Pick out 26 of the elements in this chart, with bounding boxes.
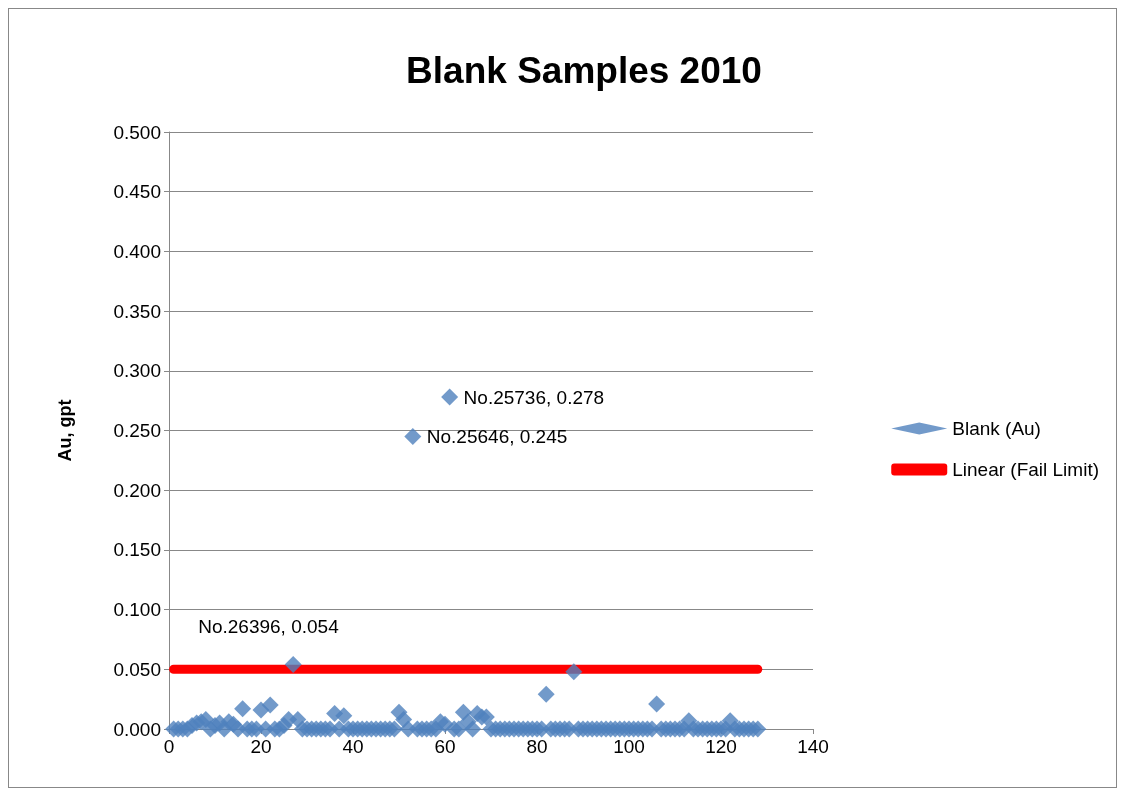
annotation: No.25736, 0.278 bbox=[463, 386, 605, 408]
y-tick-label: 0.400 bbox=[113, 240, 161, 262]
y-tick-label: 0.250 bbox=[113, 420, 161, 441]
annotation: No.26396, 0.054 bbox=[198, 616, 340, 638]
y-tick-label: 0.500 bbox=[113, 121, 161, 143]
chart-title: Blank Samples 2010 bbox=[406, 50, 762, 91]
x-tick-label: 20 bbox=[250, 736, 272, 757]
y-axis-title: Au, gpt bbox=[55, 399, 75, 462]
legend-label: Linear (Fail Limit) bbox=[952, 459, 1100, 480]
y-tick-label: 0.050 bbox=[113, 658, 161, 680]
y-tick-label: 0.450 bbox=[113, 181, 161, 203]
y-tick-label: 0.300 bbox=[113, 360, 161, 382]
x-tick-label: 60 bbox=[434, 736, 456, 757]
x-tick-label: 0 bbox=[163, 736, 175, 757]
x-tick-label: 140 bbox=[797, 736, 829, 757]
y-tick-label: 0.150 bbox=[113, 539, 161, 561]
annotation: No.25646, 0.245 bbox=[426, 425, 568, 447]
x-tick-label: 80 bbox=[526, 736, 548, 757]
y-tick-label: 0.350 bbox=[113, 300, 161, 322]
x-tick-label: 120 bbox=[705, 736, 737, 757]
legend-label: Blank (Au) bbox=[952, 418, 1041, 439]
y-tick-label: 0.000 bbox=[113, 718, 161, 740]
y-tick-label: 0.100 bbox=[113, 599, 161, 621]
x-tick-label: 100 bbox=[613, 736, 645, 757]
x-tick-label: 40 bbox=[342, 736, 364, 757]
y-tick-label: 0.200 bbox=[113, 479, 161, 501]
